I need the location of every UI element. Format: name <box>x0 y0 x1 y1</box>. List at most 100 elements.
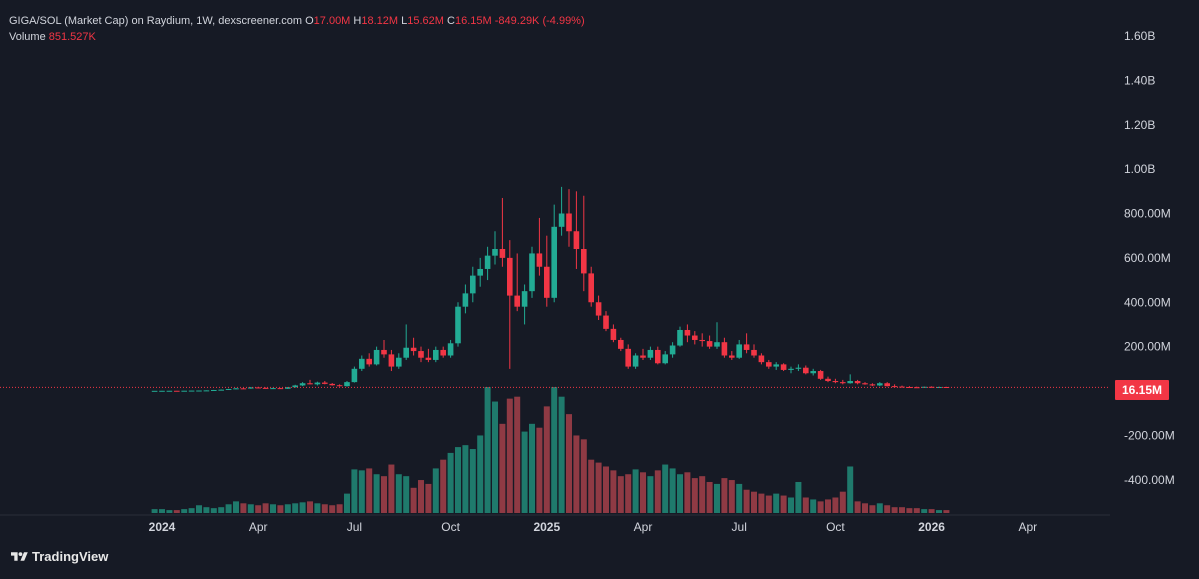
candle <box>322 381 328 385</box>
volume-bar <box>299 502 306 513</box>
candle-body <box>795 367 802 369</box>
candle-body <box>625 348 631 367</box>
volume-bar <box>173 510 180 513</box>
volume-bar <box>529 423 535 513</box>
volume-bar <box>802 497 809 513</box>
candle-body <box>817 371 824 379</box>
candle-body <box>233 388 239 390</box>
candle <box>899 385 905 388</box>
volume-bar <box>603 466 609 513</box>
candle <box>825 376 831 383</box>
candle <box>928 386 935 388</box>
candle-body <box>647 349 654 358</box>
volume-bar <box>506 398 513 513</box>
volume-bar <box>543 406 550 513</box>
candle <box>174 390 180 392</box>
volume-bar <box>432 468 439 513</box>
volume-bar <box>262 503 269 513</box>
candle <box>388 349 395 372</box>
candle-body <box>396 357 402 367</box>
candle <box>558 186 565 236</box>
candle-body <box>832 381 839 383</box>
candle-body <box>677 329 683 346</box>
candle-body <box>270 388 276 390</box>
candle <box>521 284 528 325</box>
time-axis-label: 2024 <box>149 520 176 534</box>
volume-bar <box>640 472 646 513</box>
symbol-title[interactable]: GIGA/SOL (Market Cap) on Raydium, 1W, de… <box>9 15 303 27</box>
candle <box>684 324 691 343</box>
candle <box>188 390 195 392</box>
candle-body <box>558 213 565 227</box>
volume-label: Volume <box>9 31 46 43</box>
candle-body <box>425 357 432 360</box>
candle-body <box>248 387 254 389</box>
time-axis[interactable]: 2024 Apr Jul Oct 2025 Apr Jul Oct 2026 Apr <box>149 520 1037 534</box>
candle-body <box>314 382 321 385</box>
candle-body <box>225 389 232 391</box>
volume-bar <box>410 487 417 513</box>
candle-body <box>196 390 202 392</box>
price-axis[interactable]: 1.60B 1.40B 1.20B 1.00B 800.00M 600.00M 400.00… <box>1124 29 1175 487</box>
candle-body <box>566 213 572 232</box>
volume-bar <box>499 423 506 513</box>
candle-body <box>758 355 765 363</box>
candle-body <box>484 255 491 269</box>
candle <box>440 346 446 358</box>
volume-bar <box>810 499 817 513</box>
volume-bar <box>240 503 247 513</box>
volume-bar <box>943 510 950 513</box>
candle <box>536 217 543 276</box>
volume-bar <box>314 503 321 513</box>
volume-bar <box>536 427 543 513</box>
candle <box>359 355 365 372</box>
volume-bar <box>203 507 210 513</box>
candle-body <box>825 378 831 382</box>
candle <box>477 257 483 287</box>
volume-bar <box>255 505 262 513</box>
volume-bar <box>839 491 846 513</box>
candle <box>492 231 498 265</box>
volume-bar <box>788 497 794 513</box>
price-axis-label: -200.00M <box>1124 428 1175 442</box>
volume-bar <box>795 481 802 513</box>
candle-body <box>366 358 372 365</box>
time-axis-label: Apr <box>249 520 268 534</box>
volume-bar <box>566 414 572 513</box>
volume-bar <box>210 508 217 513</box>
volume-bar <box>418 480 424 513</box>
candle-body <box>914 387 920 389</box>
candle-body <box>610 328 617 340</box>
volume-bar <box>736 483 743 513</box>
candle-body <box>521 291 528 307</box>
candle <box>751 344 757 358</box>
candle-body <box>455 306 461 344</box>
candle <box>181 390 187 392</box>
tradingview-brand[interactable]: TradingView <box>11 549 108 564</box>
volume-bar <box>921 509 928 513</box>
candle-body <box>788 368 794 370</box>
volume-bar <box>617 476 624 513</box>
volume-bar <box>462 445 469 513</box>
candle <box>159 390 165 392</box>
low-value: 15.62M <box>407 15 444 27</box>
volume-bar <box>188 508 195 513</box>
candle <box>595 295 602 320</box>
volume-bar <box>573 435 580 513</box>
volume-bar <box>225 504 232 513</box>
candle <box>470 266 476 303</box>
volume-bar <box>891 507 898 513</box>
volume-bar <box>832 497 839 513</box>
candle <box>795 364 802 372</box>
volume-bar <box>166 510 173 513</box>
candle <box>817 369 824 380</box>
candle <box>551 204 557 303</box>
volume-bar <box>684 472 691 513</box>
candle <box>810 368 816 376</box>
volume-bar <box>151 509 158 513</box>
candle <box>336 384 343 387</box>
price-axis-label: -400.00M <box>1124 473 1175 487</box>
candle-body <box>462 293 469 307</box>
